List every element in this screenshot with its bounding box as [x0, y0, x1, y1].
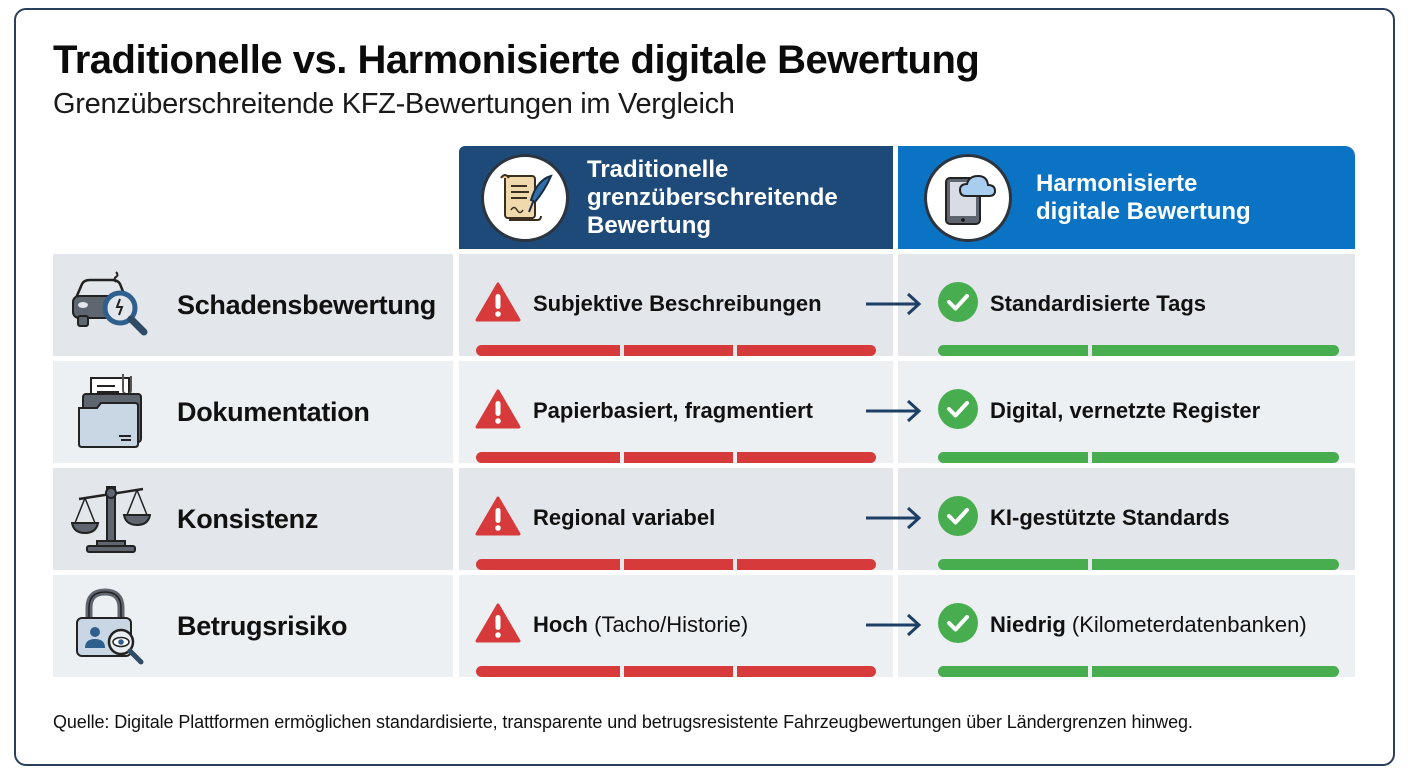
- warning-icon: [475, 603, 521, 648]
- arrow-right-icon: [866, 292, 922, 316]
- traditional-value-text: Regional variabel: [533, 505, 716, 530]
- risk-bar: [476, 559, 876, 570]
- digital-value-cell: Digital, vernetzte Register: [866, 361, 1355, 463]
- row-label-cell: Betrugsrisiko: [53, 575, 453, 677]
- improvement-bar: [938, 559, 1339, 570]
- traditional-value-cell: Papierbasiert, fragmentiert: [459, 361, 893, 463]
- warning-icon: [475, 496, 521, 541]
- row-label-cell: Dokumentation: [53, 361, 453, 463]
- traditional-value-cell: Hoch (Tacho/Historie): [459, 575, 893, 677]
- digital-value-text: KI-gestützte Standards: [990, 505, 1230, 530]
- padlock-user-eye-icon: [69, 584, 153, 668]
- check-circle-icon: [938, 495, 978, 541]
- check-circle-icon: [938, 602, 978, 648]
- check-circle-icon: [938, 281, 978, 327]
- check-circle-icon: [938, 388, 978, 434]
- arrow-right-icon: [866, 399, 922, 423]
- digital-value-cell: Standardisierte Tags: [866, 254, 1355, 356]
- traditional-value-text: Hoch (Tacho/Historie): [533, 612, 749, 637]
- traditional-value-text: Papierbasiert, fragmentiert: [533, 398, 813, 423]
- traditional-value-text: Subjektive Beschreibungen: [533, 291, 822, 316]
- page-title: Traditionelle vs. Harmonisierte digitale…: [53, 38, 980, 82]
- digital-value-cell: KI-gestützte Standards: [866, 468, 1355, 570]
- row-label-cell: Konsistenz: [53, 468, 453, 570]
- risk-bar: [476, 452, 876, 463]
- row-category-label: Betrugsrisiko: [177, 610, 348, 641]
- page-subtitle: Grenzüberschreitende KFZ-Bewertungen im …: [53, 88, 735, 120]
- digital-value-text: Standardisierte Tags: [990, 291, 1206, 316]
- column-header-digital: Harmonisierte digitale Bewertung: [898, 146, 1355, 249]
- warning-icon: [475, 389, 521, 434]
- arrow-right-icon: [866, 506, 922, 530]
- improvement-bar: [938, 666, 1339, 677]
- improvement-bar: [938, 345, 1339, 356]
- row-category-label: Konsistenz: [177, 503, 319, 534]
- digital-value-text: Digital, vernetzte Register: [990, 398, 1261, 423]
- car-damage-magnifier-icon: [69, 263, 153, 347]
- comparison-row-konsistenz: Konsistenz Regional variabel KI-gestützt…: [53, 468, 1355, 570]
- balance-scale-icon: [69, 477, 153, 561]
- scroll-quill-icon: [481, 153, 569, 242]
- risk-bar: [476, 345, 876, 356]
- improvement-bar: [938, 452, 1339, 463]
- tablet-cloud-icon: [924, 153, 1012, 242]
- row-label-cell: Schadensbewertung: [53, 254, 453, 356]
- digital-value-text: Niedrig (Kilometerdatenbanken): [990, 612, 1307, 637]
- column-title-traditional: Traditionelle grenzüberschreitende Bewer…: [587, 155, 838, 239]
- warning-icon: [475, 282, 521, 327]
- traditional-value-cell: Regional variabel: [459, 468, 893, 570]
- comparison-row-betrugsrisiko: Betrugsrisiko Hoch (Tacho/Historie) Nied…: [53, 575, 1355, 677]
- traditional-value-cell: Subjektive Beschreibungen: [459, 254, 893, 356]
- source-footnote: Quelle: Digitale Plattformen ermöglichen…: [53, 712, 1193, 732]
- digital-value-cell: Niedrig (Kilometerdatenbanken): [866, 575, 1355, 677]
- row-category-label: Dokumentation: [177, 396, 370, 427]
- comparison-row-dokumentation: Dokumentation Papierbasiert, fragmentier…: [53, 361, 1355, 463]
- arrow-right-icon: [866, 613, 922, 637]
- row-category-label: Schadensbewertung: [177, 289, 436, 320]
- folder-documents-icon: [69, 370, 153, 454]
- risk-bar: [476, 666, 876, 677]
- column-title-digital: Harmonisierte digitale Bewertung: [1036, 169, 1251, 225]
- comparison-row-schadensbewertung: Schadensbewertung Subjektive Beschreibun…: [53, 254, 1355, 356]
- column-header-traditional: Traditionelle grenzüberschreitende Bewer…: [459, 146, 893, 249]
